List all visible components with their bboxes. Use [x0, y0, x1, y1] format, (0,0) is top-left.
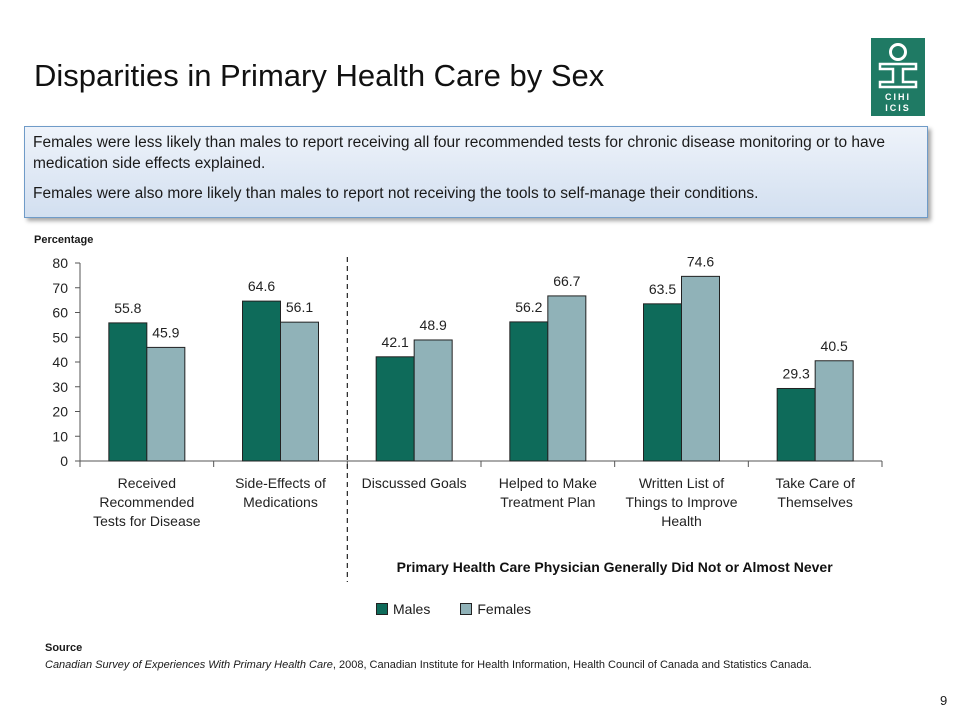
page-number: 9	[940, 693, 948, 708]
y-tick-label: 70	[52, 280, 68, 296]
x-category-label: Take Care of	[775, 475, 854, 491]
y-axis-label: Percentage	[34, 234, 94, 246]
y-tick-label: 50	[52, 329, 68, 345]
bar-males	[242, 300, 281, 462]
bar-males	[776, 387, 816, 462]
x-category-label: Received	[118, 475, 176, 491]
key-findings-callout: Females were less likely than males to r…	[24, 126, 928, 218]
bar-males	[509, 321, 549, 462]
y-tick-label: 40	[52, 354, 68, 370]
data-label-males: 64.6	[248, 278, 275, 294]
slide-title: Disparities in Primary Health Care by Se…	[34, 58, 605, 93]
y-tick-label: 60	[52, 305, 68, 321]
data-label-females: 74.6	[687, 253, 714, 269]
data-label-males: 42.1	[382, 334, 409, 350]
legend-item-females: Females	[460, 601, 531, 617]
x-category-label: Helped to Make	[499, 475, 597, 491]
data-label-males: 29.3	[783, 365, 810, 381]
bar-females	[547, 295, 587, 462]
bar-chart: 0 10 20 30 40 50 60 70 80 55.8 45.9 Received Recomme…	[52, 253, 883, 582]
legend-label-males: Males	[393, 601, 431, 617]
bar-females	[681, 275, 720, 462]
x-category-label: Themselves	[777, 494, 852, 510]
callout-paragraph-2: Females were also more likely than males…	[33, 185, 759, 202]
data-label-males: 55.8	[114, 300, 141, 316]
source-survey-title: Canadian Survey of Experiences With Prim…	[45, 659, 333, 671]
bar-females	[814, 360, 854, 462]
data-label-females: 40.5	[821, 338, 848, 354]
y-tick-label: 30	[52, 379, 68, 395]
x-category-label: Treatment Plan	[500, 494, 595, 510]
x-category-label: Side-Effects of	[235, 475, 326, 491]
x-category-label: Health	[661, 513, 701, 529]
bar-females	[146, 346, 186, 462]
bar-males	[108, 322, 148, 462]
legend-swatch-males	[376, 603, 388, 615]
cihi-icis-logo: CIHI ICIS	[871, 38, 925, 116]
x-category-label: Discussed Goals	[362, 475, 467, 491]
y-tick-label: 80	[52, 255, 68, 271]
bar-females	[413, 339, 453, 462]
data-label-males: 56.2	[515, 299, 542, 315]
source-text: Canadian Survey of Experiences With Prim…	[45, 659, 812, 671]
chart-legend: Males Females	[376, 601, 561, 617]
bar-males	[643, 303, 682, 462]
source-details: , 2008, Canadian Institute for Health In…	[332, 659, 812, 671]
bar-females	[280, 321, 319, 462]
data-label-males: 63.5	[649, 281, 676, 297]
y-tick-label: 0	[60, 453, 68, 469]
x-category-label: Written List of	[639, 475, 724, 491]
logo-text-bottom: ICIS	[885, 103, 911, 113]
y-tick-label: 10	[52, 428, 68, 444]
data-label-females: 45.9	[152, 324, 179, 340]
bar-males	[375, 356, 415, 462]
x-category-label: Things to Improve	[625, 494, 737, 510]
data-label-females: 56.1	[286, 299, 313, 315]
x-category-label: Tests for Disease	[93, 513, 201, 529]
callout-paragraph-1: Females were less likely than males to r…	[33, 134, 886, 172]
x-category-label: Recommended	[99, 494, 194, 510]
legend-item-males: Males	[376, 601, 430, 617]
data-label-females: 48.9	[420, 317, 447, 333]
x-category-label: Medications	[243, 494, 318, 510]
data-label-females: 66.7	[553, 273, 580, 289]
legend-swatch-females	[460, 603, 473, 615]
y-tick-label: 20	[52, 404, 68, 420]
source-heading: Source	[45, 642, 83, 654]
legend-label-females: Females	[477, 601, 532, 617]
logo-text-top: CIHI	[885, 92, 911, 102]
group-label: Primary Health Care Physician Generally …	[397, 559, 834, 575]
